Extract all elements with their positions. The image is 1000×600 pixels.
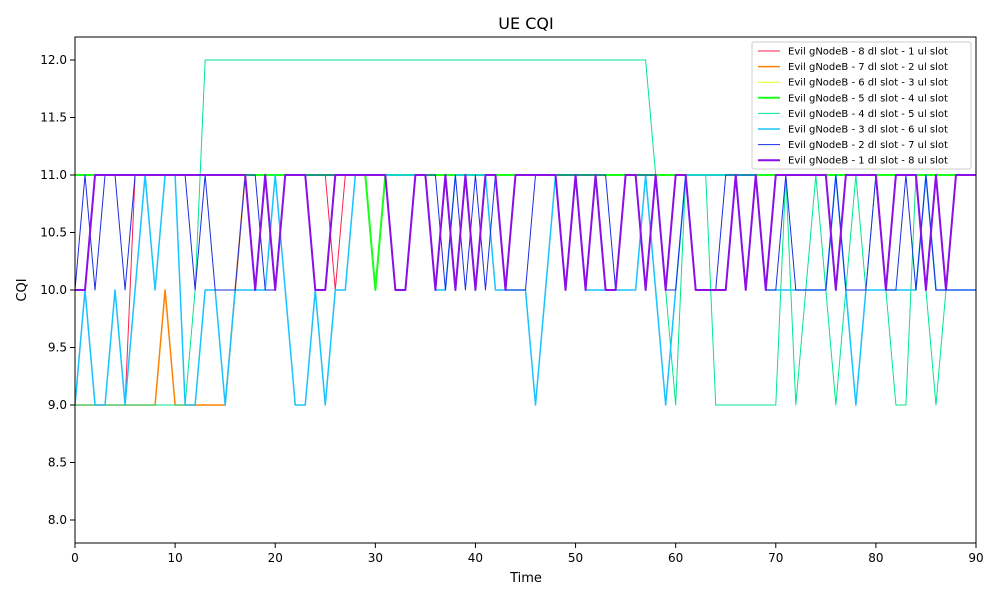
x-tick-label: 50 bbox=[568, 551, 583, 565]
x-tick-label: 40 bbox=[468, 551, 483, 565]
legend-label-5: Evil gNodeB - 4 dl slot - 5 ul slot bbox=[788, 109, 948, 120]
legend-label-8: Evil gNodeB - 1 dl slot - 8 ul slot bbox=[788, 156, 948, 167]
x-tick-label: 70 bbox=[768, 551, 783, 565]
y-tick-label: 10.5 bbox=[40, 226, 67, 240]
x-tick-label: 60 bbox=[668, 551, 683, 565]
plot-area bbox=[74, 36, 977, 544]
x-tick-label: 0 bbox=[71, 551, 79, 565]
y-tick-label: 11.5 bbox=[40, 111, 67, 125]
y-tick-label: 10.0 bbox=[40, 283, 67, 297]
legend-box bbox=[751, 41, 972, 170]
y-tick-label: 9.5 bbox=[48, 341, 67, 355]
series-line-8 bbox=[75, 174, 976, 291]
legend-label-1: Evil gNodeB - 8 dl slot - 1 ul slot bbox=[788, 47, 948, 58]
x-tick-label: 10 bbox=[167, 551, 182, 565]
y-tick-label: 8.5 bbox=[48, 456, 67, 470]
x-axis-label: Time bbox=[509, 571, 542, 586]
x-axis: 0 10 20 30 40 50 60 70 80 90 bbox=[71, 543, 984, 565]
y-axis: 8.0 8.5 9.0 9.5 10.0 10.5 11.0 11.5 12.0 bbox=[40, 53, 75, 527]
series-layer bbox=[75, 59, 976, 406]
y-tick-label: 11.0 bbox=[40, 168, 67, 182]
legend-label-4: Evil gNodeB - 5 dl slot - 4 ul slot bbox=[788, 93, 948, 104]
x-tick-label: 20 bbox=[268, 551, 283, 565]
y-axis-label: CQI bbox=[15, 278, 30, 301]
y-tick-label: 8.0 bbox=[48, 513, 67, 527]
legend-label-3: Evil gNodeB - 6 dl slot - 3 ul slot bbox=[788, 78, 948, 89]
legend-label-6: Evil gNodeB - 3 dl slot - 6 ul slot bbox=[788, 125, 948, 136]
y-tick-label: 9.0 bbox=[48, 398, 67, 412]
y-tick-label: 12.0 bbox=[40, 53, 67, 67]
legend-label-7: Evil gNodeB - 2 dl slot - 7 ul slot bbox=[788, 140, 948, 151]
x-tick-label: 80 bbox=[868, 551, 883, 565]
x-tick-label: 90 bbox=[968, 551, 983, 565]
legend: Evil gNodeB - 8 dl slot - 1 ul slot Evil … bbox=[751, 41, 972, 170]
chart-title: UE CQI bbox=[498, 14, 553, 33]
x-tick-label: 30 bbox=[368, 551, 383, 565]
legend-label-2: Evil gNodeB - 7 dl slot - 2 ul slot bbox=[788, 62, 948, 73]
